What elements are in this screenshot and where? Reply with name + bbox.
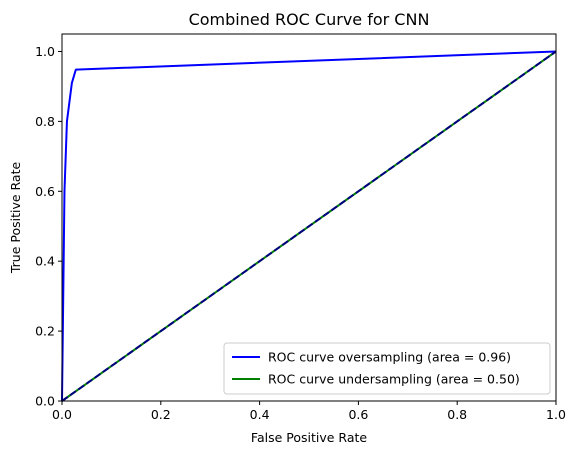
legend-label-0: ROC curve oversampling (area = 0.96) [268, 350, 511, 365]
y-axis-ticks: 0.0 0.2 0.4 0.6 0.8 1.0 [35, 44, 62, 409]
x-tick-label: 0.8 [447, 407, 467, 422]
y-tick-label: 0.4 [35, 254, 55, 269]
y-tick-label: 0.0 [35, 394, 55, 409]
x-axis-ticks: 0.0 0.2 0.4 0.6 0.8 1.0 [52, 401, 566, 422]
legend: ROC curve oversampling (area = 0.96) ROC … [223, 342, 551, 395]
plot-area [61, 33, 557, 402]
plot-frame [61, 33, 557, 402]
y-tick-label: 0.2 [35, 324, 55, 339]
x-tick-label: 0.4 [250, 407, 270, 422]
legend-label-1: ROC curve undersampling (area = 0.50) [268, 372, 520, 387]
series-line-2 [61, 50, 557, 402]
legend-box [223, 342, 551, 395]
series-line-0 [61, 50, 557, 402]
y-axis-label: True Positive Rate [8, 162, 23, 275]
series-layer [61, 50, 557, 402]
chart-title: Combined ROC Curve for CNN [189, 10, 430, 29]
y-tick-label: 0.6 [35, 184, 55, 199]
x-tick-label: 0.0 [52, 407, 72, 422]
x-axis-label: False Positive Rate [251, 430, 367, 445]
y-tick-label: 1.0 [35, 44, 55, 59]
x-tick-label: 0.2 [151, 407, 171, 422]
x-tick-label: 1.0 [546, 407, 566, 422]
x-tick-label: 0.6 [348, 407, 368, 422]
y-tick-label: 0.8 [35, 114, 55, 129]
